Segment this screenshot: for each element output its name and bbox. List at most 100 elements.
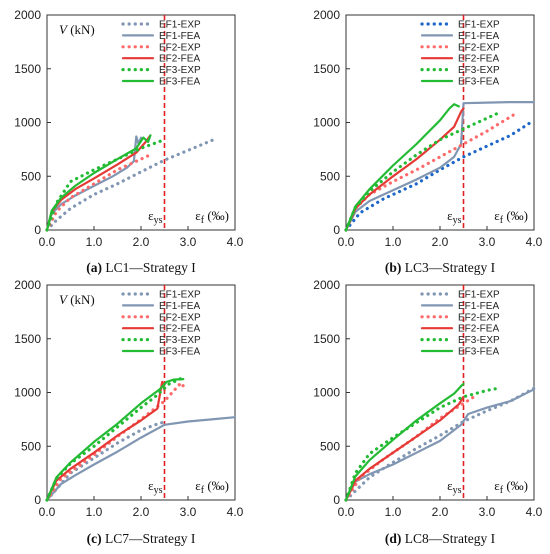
panel-caption: (b) LC3—Strategy I xyxy=(385,260,496,275)
series-line-ef3-fea xyxy=(344,382,465,502)
x-tick-label: 0.0 xyxy=(338,505,355,519)
x-axis-label: εf (‰) xyxy=(494,208,528,226)
y-tick-label: 1000 xyxy=(313,386,340,400)
x-tick-label: 2.0 xyxy=(432,505,449,519)
legend-label: EF1-FEA xyxy=(458,31,499,42)
x-tick-label: 0.0 xyxy=(39,505,56,519)
chart-panel-1: 0 500 1000 1500 2000 0.0 1.0 2.0 3.0 4.0 V (kN) εf … xyxy=(14,8,243,275)
y-tick-label: 0 xyxy=(34,493,41,507)
series-line-ef2-fea xyxy=(344,395,465,502)
series-line-ef1-fea xyxy=(344,388,536,502)
chart-panel-4: 0 500 1000 1500 2000 0.0 1.0 2.0 3.0 4.0 εf (‰) εys… xyxy=(313,278,542,546)
y-tick-label: 2000 xyxy=(14,278,41,292)
y-tick-label: 500 xyxy=(21,439,41,453)
x-tick-label: 2.0 xyxy=(133,505,150,519)
legend-label: EF1-EXP xyxy=(159,290,201,301)
legend-label: EF3-EXP xyxy=(159,335,201,346)
y-tick-label: 1500 xyxy=(14,62,41,76)
x-axis-label: εf (‰) xyxy=(195,208,229,226)
panel-caption: (d) LC8—Strategy I xyxy=(385,531,496,546)
x-tick-label: 2.0 xyxy=(432,235,449,249)
x-tick-label: 4.0 xyxy=(526,235,543,249)
legend: EF1-EXPEF1-FEAEF2-EXPEF2-FEAEF3-EXPEF3-F… xyxy=(121,20,201,88)
y-tick-label: 1000 xyxy=(14,386,41,400)
legend-label: EF1-FEA xyxy=(159,301,200,312)
legend-label: EF1-EXP xyxy=(458,20,500,31)
y-tick-label: 2000 xyxy=(14,8,41,22)
series-line-ef3-fea xyxy=(45,134,152,232)
y-tick-label: 0 xyxy=(34,223,41,237)
x-tick-label: 4.0 xyxy=(526,505,543,519)
legend-label: EF2-EXP xyxy=(458,42,500,53)
x-tick-label: 3.0 xyxy=(180,235,197,249)
series-line-ef1-exp xyxy=(344,118,536,232)
legend-label: EF3-EXP xyxy=(458,335,500,346)
series-line-ef3-exp xyxy=(45,138,167,232)
x-axis-label: εf (‰) xyxy=(494,478,528,496)
y-tick-label: 1500 xyxy=(313,62,340,76)
x-tick-label: 4.0 xyxy=(227,235,244,249)
y-tick-label: 500 xyxy=(21,169,41,183)
legend-label: EF2-EXP xyxy=(159,42,201,53)
yield-strain-label: εys xyxy=(447,478,461,496)
legend-label: EF2-FEA xyxy=(458,54,499,65)
series-line-ef1-fea xyxy=(344,101,536,232)
legend: EF1-EXPEF1-FEAEF2-EXPEF2-FEAEF3-EXPEF3-F… xyxy=(420,290,500,358)
legend-label: EF3-EXP xyxy=(458,65,500,76)
legend-label: EF3-EXP xyxy=(159,65,201,76)
series-line-ef3-exp xyxy=(344,386,501,502)
y-axis-label: V (kN) xyxy=(59,22,95,37)
x-tick-label: 1.0 xyxy=(86,505,103,519)
panel-caption: (c) LC7—Strategy I xyxy=(87,531,196,546)
legend-label: EF1-EXP xyxy=(458,290,500,301)
x-tick-label: 2.0 xyxy=(133,235,150,249)
series-line-ef2-exp xyxy=(45,381,185,502)
x-tick-label: 0.0 xyxy=(39,235,56,249)
y-tick-label: 0 xyxy=(333,493,340,507)
legend-label: EF3-FEA xyxy=(159,77,200,88)
series-line-ef3-fea xyxy=(45,378,185,502)
x-tick-label: 1.0 xyxy=(385,505,402,519)
legend-label: EF1-FEA xyxy=(458,301,499,312)
series-line-ef1-fea xyxy=(45,416,237,502)
legend-label: EF3-FEA xyxy=(458,347,499,358)
series-line-ef1-exp xyxy=(344,386,536,502)
x-tick-label: 3.0 xyxy=(180,505,197,519)
series-line-ef1-fea xyxy=(45,135,143,232)
yield-strain-label: εys xyxy=(148,208,162,226)
x-tick-label: 3.0 xyxy=(479,235,496,249)
legend-label: EF1-FEA xyxy=(159,31,200,42)
y-tick-label: 2000 xyxy=(313,8,340,22)
series-line-ef3-fea xyxy=(344,103,460,232)
y-tick-label: 1500 xyxy=(14,332,41,346)
x-tick-label: 1.0 xyxy=(86,235,103,249)
legend-label: EF2-EXP xyxy=(159,312,201,323)
legend-label: EF2-FEA xyxy=(458,324,499,335)
legend-label: EF3-FEA xyxy=(159,347,200,358)
chart-panel-2: 0 500 1000 1500 2000 0.0 1.0 2.0 3.0 4.0 εf (‰) εys… xyxy=(313,8,542,275)
series-line-ef2-exp xyxy=(45,153,152,232)
y-tick-label: 2000 xyxy=(313,278,340,292)
legend: EF1-EXPEF1-FEAEF2-EXPEF2-FEAEF3-EXPEF3-F… xyxy=(121,290,201,358)
x-tick-label: 0.0 xyxy=(338,235,355,249)
yield-strain-label: εys xyxy=(148,478,162,496)
legend-label: EF1-EXP xyxy=(159,20,201,31)
legend-label: EF2-FEA xyxy=(159,54,200,65)
y-tick-label: 1000 xyxy=(313,116,340,130)
y-axis-label: V (kN) xyxy=(59,292,95,307)
legend: EF1-EXPEF1-FEAEF2-EXPEF2-FEAEF3-EXPEF3-F… xyxy=(420,20,500,88)
y-tick-label: 1500 xyxy=(313,332,340,346)
legend-label: EF3-FEA xyxy=(458,77,499,88)
chart-panel-3: 0 500 1000 1500 2000 0.0 1.0 2.0 3.0 4.0 V (kN) εf … xyxy=(14,278,243,546)
y-tick-label: 0 xyxy=(333,223,340,237)
yield-strain-label: εys xyxy=(447,208,461,226)
y-tick-label: 1000 xyxy=(14,116,41,130)
panel-caption: (a) LC1—Strategy I xyxy=(86,260,196,275)
x-tick-label: 1.0 xyxy=(385,235,402,249)
legend-label: EF2-FEA xyxy=(159,324,200,335)
series-line-ef1-exp xyxy=(45,137,218,232)
y-tick-label: 500 xyxy=(320,169,340,183)
x-tick-label: 4.0 xyxy=(227,505,244,519)
